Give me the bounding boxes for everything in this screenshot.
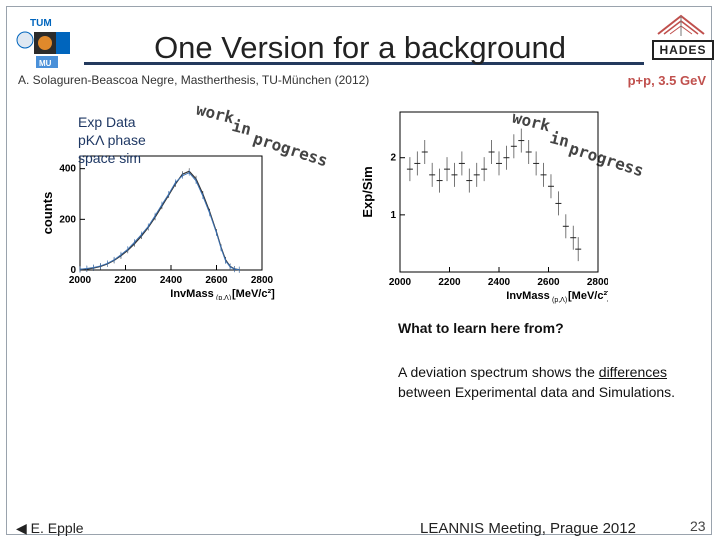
y-tick-label: 0 — [70, 265, 76, 276]
x-tick-label: 2000 — [389, 277, 412, 288]
x-tick-label: 2600 — [537, 277, 560, 288]
x-axis-sublabel: (p,Λ) — [216, 295, 231, 300]
x-tick-label: 2800 — [587, 277, 608, 288]
svg-text:MU: MU — [39, 59, 52, 68]
answer-text: A deviation spectrum shows the differenc… — [398, 362, 698, 402]
series-line — [79, 172, 240, 271]
y-tick-label: 200 — [59, 214, 76, 225]
footer-event: LEANNIS Meeting, Prague 2012 — [420, 520, 636, 537]
slide-frame — [6, 6, 712, 535]
x-tick-label: 2800 — [251, 275, 274, 286]
answer-post: between Experimental data and Simulation… — [398, 384, 676, 400]
legend-exp-data: Exp Data — [78, 114, 136, 130]
x-tick-label: 2600 — [205, 275, 228, 286]
hades-logo — [657, 14, 705, 36]
title-underline — [84, 62, 644, 65]
ratio-exp-sim-chart: 2000 2200 2400 2600 2800 1 2 Exp/Sim InvMass (p,Λ… — [360, 111, 608, 304]
x-tick-label: 2200 — [438, 277, 461, 288]
footer-author-name: E. Epple — [30, 520, 84, 536]
answer-link: differences — [598, 364, 668, 380]
legend-space-sim: space sim — [78, 150, 142, 166]
legend-pkl-phase: pKΛ phase — [78, 132, 146, 148]
y-axis-label: counts — [40, 192, 55, 235]
speaker-icon: ◀ — [16, 520, 27, 536]
plot-frame — [399, 111, 599, 273]
plot-frame — [79, 155, 263, 271]
x-axis-unit: [MeV/c²] — [568, 290, 608, 302]
svg-text:TUM: TUM — [30, 18, 52, 29]
x-axis-label: InvMass — [170, 288, 213, 300]
chart-legend: Exp Data pKΛ phase space sim — [78, 113, 146, 167]
question-text: What to learn here from? — [398, 320, 564, 336]
x-axis-sublabel: (p,Λ) — [552, 297, 567, 304]
footer-author: ◀ E. Epple — [16, 520, 84, 537]
series-line — [79, 170, 240, 271]
tum-logo: TUM MU — [14, 14, 70, 68]
x-tick-label: 2400 — [488, 277, 511, 288]
y-tick-label: 2 — [390, 153, 396, 164]
x-axis-label: InvMass — [506, 290, 549, 302]
page-title: One Version for a background — [154, 30, 566, 65]
x-tick-label: 2000 — [69, 275, 92, 286]
hades-wordmark: HADES — [652, 40, 714, 60]
answer-pre: A deviation spectrum shows the — [398, 364, 599, 380]
y-tick-label: 400 — [59, 164, 76, 175]
counts-histogram-chart: 2000 2200 2400 2600 2800 0 200 400 counts InvMass… — [40, 155, 275, 300]
x-tick-label: 2200 — [114, 275, 137, 286]
reaction-label: p+p, 3.5 GeV — [627, 73, 706, 88]
page-number: 23 — [690, 518, 706, 534]
reference-citation: A. Solaguren-Beascoa Negre, Mastherthesi… — [18, 73, 370, 87]
y-tick-label: 1 — [390, 210, 396, 221]
x-axis-unit: [MeV/c²] — [232, 288, 275, 300]
x-tick-label: 2400 — [160, 275, 183, 286]
y-axis-label: Exp/Sim — [360, 166, 375, 217]
